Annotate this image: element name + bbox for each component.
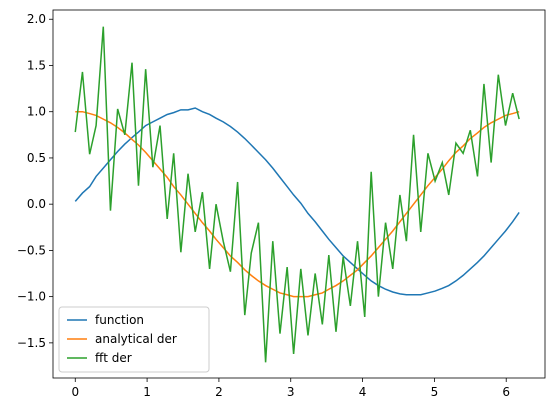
y-tick-label: 2.0 [27, 12, 46, 26]
line-series [75, 110, 520, 298]
y-tick-label: −1.0 [17, 290, 46, 304]
axes-frame [52, 9, 546, 379]
line-series [74, 26, 520, 363]
y-tick-label: −1.5 [17, 336, 46, 350]
x-tick-label: 1 [143, 385, 151, 399]
y-tick-label: 0.0 [27, 197, 46, 211]
x-tick-label: 4 [359, 385, 367, 399]
y-tick-label: 1.5 [27, 58, 46, 72]
y-tick-label: −0.5 [17, 243, 46, 257]
y-tick-label: 1.0 [27, 105, 46, 119]
x-tick-label: 0 [71, 385, 79, 399]
legend-label: fft der [95, 351, 132, 365]
legend-label: function [95, 313, 144, 327]
legend: function analytical der fft der [58, 306, 210, 373]
x-tick-label: 2 [215, 385, 223, 399]
x-tick-label: 3 [287, 385, 295, 399]
x-tick-label: 6 [502, 385, 510, 399]
y-tick-label: 0.5 [27, 151, 46, 165]
legend-box [58, 306, 210, 373]
x-tick-label: 5 [431, 385, 439, 399]
legend-label: analytical der [95, 332, 177, 346]
